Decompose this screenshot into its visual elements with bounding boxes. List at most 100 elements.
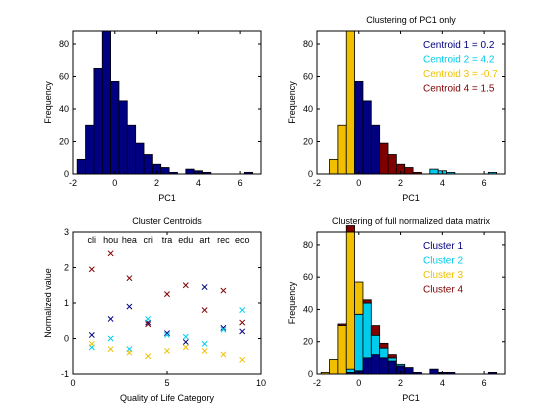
x-tick-label: 2 — [154, 178, 159, 188]
histogram-bar — [329, 158, 339, 175]
histogram-bar — [387, 357, 397, 362]
histogram-bar — [370, 354, 381, 375]
x-tick-label: 6 — [482, 378, 487, 388]
histogram-bar — [362, 100, 372, 175]
scatter-point — [88, 266, 95, 273]
histogram-bar — [93, 67, 103, 175]
scatter-point — [201, 284, 208, 290]
histogram-bar — [126, 124, 137, 175]
y-tick-label: -1 — [61, 369, 69, 379]
scatter-point — [220, 351, 227, 358]
y-axis-label: Normalized value — [43, 268, 53, 338]
y-axis-label: Frequency — [287, 81, 297, 124]
y-tick-label: 60 — [303, 72, 313, 82]
x-axis-label: PC1 — [402, 393, 420, 403]
chart-title: Clustering of full normalized data matri… — [332, 216, 491, 226]
histogram-bar — [101, 30, 112, 175]
y-tick-label: 60 — [303, 272, 313, 282]
scatter-point — [88, 331, 95, 338]
scatter-point — [126, 303, 133, 310]
legend-entry: Centroid 4 = 1.5 — [423, 84, 495, 95]
histogram-bar — [337, 323, 347, 326]
x-tick-label: 0 — [356, 378, 361, 388]
chart-title: Clustering of PC1 only — [366, 15, 456, 25]
legend-entry: Cluster 2 — [423, 256, 463, 267]
scatter-point — [239, 319, 246, 326]
histogram-bar — [404, 367, 414, 375]
scatter-point — [201, 340, 208, 347]
x-tick-label: 0 — [356, 178, 361, 188]
scatter-point — [107, 346, 114, 353]
scatter-point — [182, 282, 189, 289]
y-tick-label: 3 — [64, 227, 69, 237]
histogram-bar — [345, 225, 356, 233]
scatter-point — [239, 356, 246, 363]
scatter-point — [220, 324, 227, 331]
x-axis-label: Quality of Life Category — [120, 393, 215, 403]
scatter-point — [126, 275, 133, 282]
histogram-bar — [395, 363, 406, 367]
scatter-point — [220, 326, 227, 333]
y-tick-label: 2 — [64, 263, 69, 273]
histogram-bar — [329, 359, 339, 375]
legend-entry: Cluster 3 — [423, 270, 463, 281]
y-axis-label: Frequency — [287, 281, 297, 324]
scatter-point — [182, 333, 189, 340]
category-label: cli — [88, 235, 97, 245]
category-label: edu — [178, 235, 193, 245]
scatter-point — [239, 328, 246, 335]
scatter-point — [182, 339, 189, 346]
axes-frame — [72, 30, 262, 175]
category-label: cri — [143, 235, 153, 245]
category-label: rec — [217, 235, 230, 245]
x-tick-label: 4 — [440, 378, 445, 388]
scatter-point — [239, 307, 246, 314]
scatter-point — [182, 344, 189, 351]
histogram-bar — [429, 368, 439, 375]
x-tick-label: 2 — [398, 178, 403, 188]
x-tick-label: 6 — [482, 178, 487, 188]
histogram-bar — [143, 154, 153, 175]
histogram-bar — [387, 360, 397, 375]
category-label: hou — [103, 235, 118, 245]
histogram-bar — [118, 100, 128, 175]
scatter-point — [164, 347, 170, 354]
y-tick-label: 80 — [303, 39, 313, 49]
y-tick-label: 0 — [308, 369, 313, 379]
y-tick-label: 0 — [64, 169, 69, 179]
x-tick-label: 4 — [196, 178, 201, 188]
histogram-bar — [354, 313, 364, 372]
scatter-point — [201, 307, 208, 314]
histogram-bar — [404, 167, 414, 175]
legend-entry: Cluster 4 — [423, 285, 463, 296]
x-tick-label: 6 — [238, 178, 243, 188]
y-tick-label: 80 — [303, 240, 313, 250]
y-tick-label: 20 — [303, 137, 313, 147]
y-tick-label: 1 — [64, 298, 69, 308]
histogram-bar — [362, 299, 372, 304]
axes-frame — [316, 30, 506, 175]
histogram-bar — [76, 158, 86, 175]
scatter-point — [107, 250, 114, 257]
x-tick-label: 5 — [164, 378, 169, 388]
histogram-bar — [354, 281, 364, 315]
x-tick-label: -2 — [313, 178, 321, 188]
histogram-bar — [362, 302, 372, 359]
y-tick-label: 40 — [303, 304, 313, 314]
y-tick-label: 80 — [59, 39, 69, 49]
histogram-bar — [185, 168, 195, 175]
histogram-bar — [110, 80, 120, 175]
x-tick-label: 2 — [398, 378, 403, 388]
y-tick-label: 40 — [59, 104, 69, 114]
histogram-bar — [379, 357, 389, 375]
scatter-point — [164, 330, 170, 337]
y-tick-label: 0 — [308, 169, 313, 179]
x-axis-label: PC1 — [402, 193, 420, 203]
scatter-point — [145, 321, 152, 328]
histogram-bar — [379, 342, 389, 349]
axes-frame — [316, 231, 506, 375]
x-tick-label: 0 — [112, 178, 117, 188]
